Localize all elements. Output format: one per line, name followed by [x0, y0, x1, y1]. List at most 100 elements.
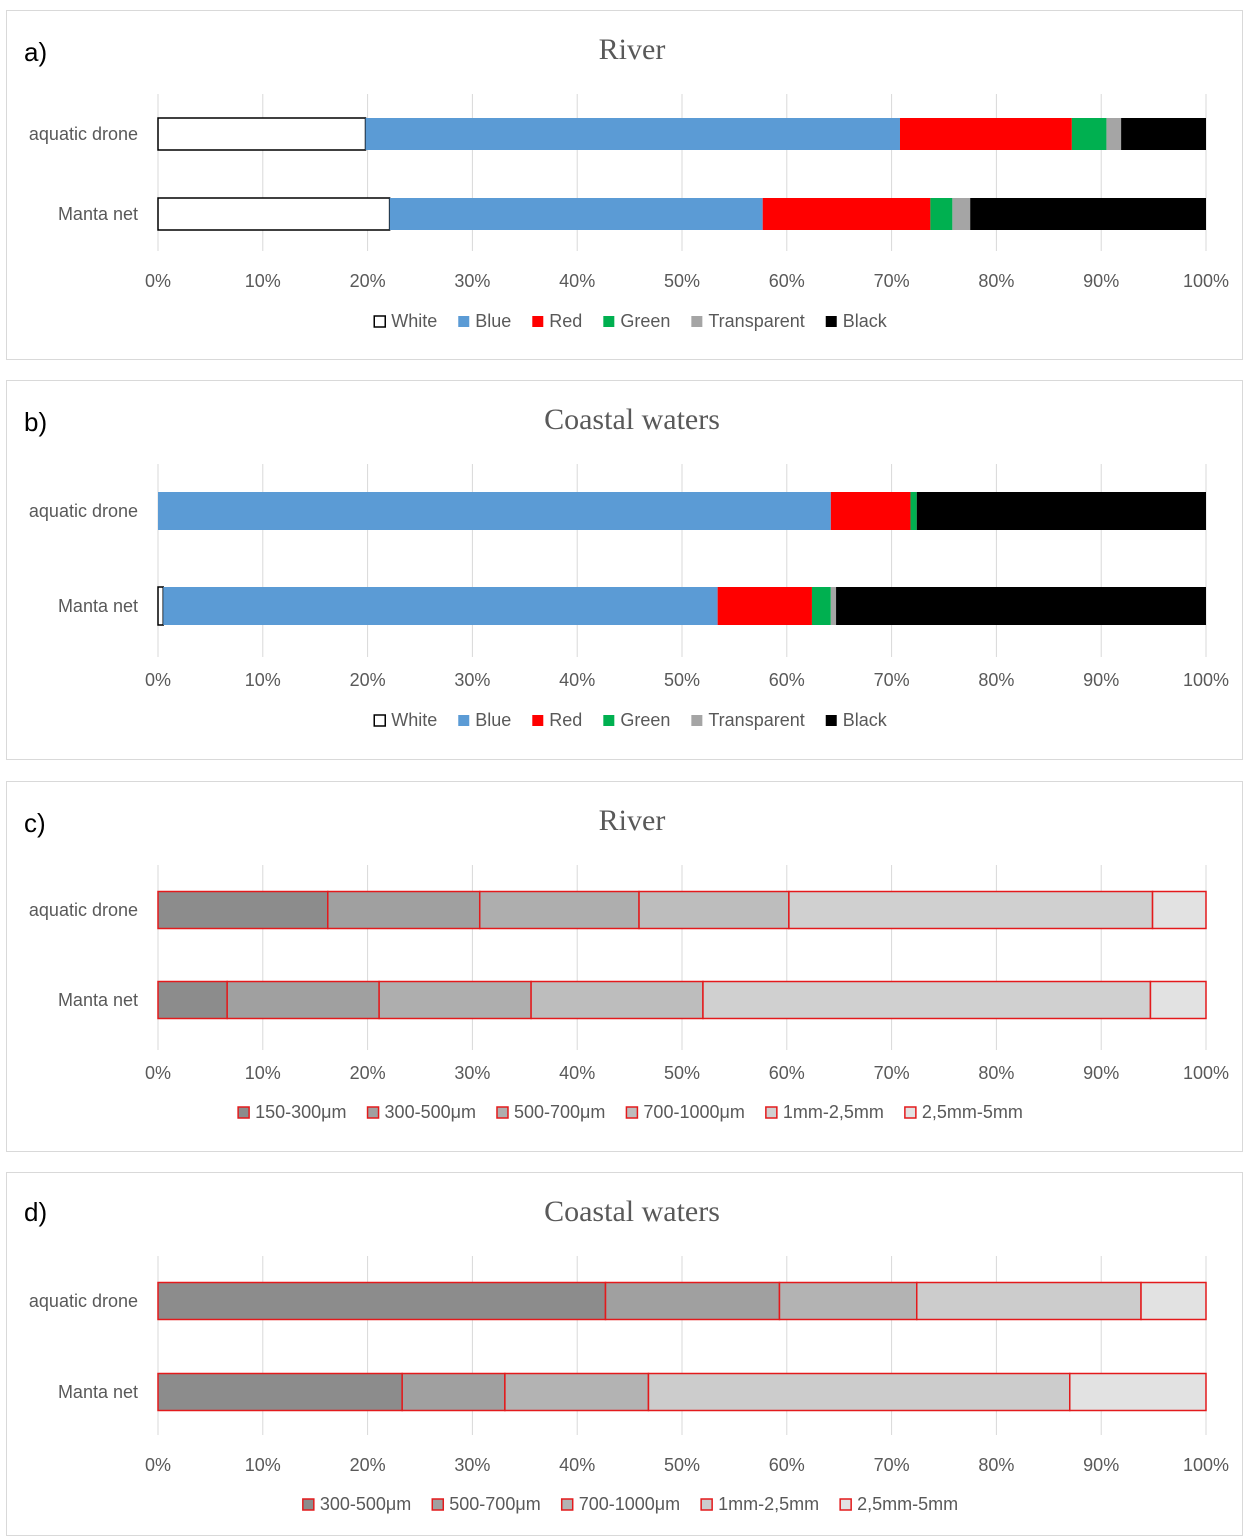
x-tick-label: 100% — [1183, 670, 1229, 690]
legend-item: White — [373, 710, 437, 730]
bar-segment — [226, 980, 380, 1020]
x-tick-label: 0% — [145, 271, 171, 291]
legend-item: White — [373, 311, 437, 331]
legend-swatch — [625, 1106, 639, 1119]
bar-segment — [504, 1372, 650, 1412]
legend-label: Transparent — [708, 311, 804, 331]
legend: 300-500μm 500-700μm 700-1000μm 1mm-2,5mm 2,5… — [302, 1494, 958, 1514]
category-label: Manta net — [58, 596, 138, 616]
bar-segment — [899, 118, 1072, 150]
legend-label: 300-500μm — [385, 1102, 476, 1122]
legend-label: Blue — [475, 311, 511, 331]
legend-item: 700-1000μm — [560, 1494, 680, 1514]
legend-swatch — [373, 315, 386, 328]
legend-swatch — [237, 1106, 250, 1119]
x-tick-label: 20% — [350, 271, 386, 291]
category-label: Manta net — [58, 204, 138, 224]
x-tick-label: 50% — [664, 1063, 700, 1083]
legend-label: 1mm-2,5mm — [783, 1102, 884, 1122]
chart-panel-d: d) Coastal waters aquatic drone Manta net 0%… — [6, 1172, 1243, 1536]
legend-item: 1mm-2,5mm — [700, 1494, 819, 1514]
bar-segment — [157, 117, 367, 151]
legend-item: Green — [603, 710, 670, 730]
legend-item: 1mm-2,5mm — [765, 1102, 884, 1122]
bar-segment — [157, 1281, 607, 1321]
legend-item: 300-500μm — [302, 1494, 411, 1514]
legend-item: Blue — [458, 311, 511, 331]
x-tick-label: 90% — [1083, 1063, 1119, 1083]
legend-swatch — [825, 715, 837, 726]
legend-label: 150-300μm — [255, 1102, 346, 1122]
legend-item: 500-700μm — [431, 1494, 541, 1514]
legend-item: 300-500μm — [366, 1102, 476, 1122]
bar-segment — [1121, 118, 1206, 150]
chart-title: Coastal waters — [544, 403, 720, 436]
legend-item: 700-1000μm — [625, 1102, 745, 1122]
panel-label: d) — [24, 1197, 47, 1227]
legend-swatch — [458, 316, 470, 327]
x-tick-label: 40% — [559, 1063, 595, 1083]
x-tick-label: 40% — [559, 1455, 595, 1475]
bar-segment — [157, 197, 391, 231]
x-tick-label: 70% — [874, 271, 910, 291]
bar-segment — [1151, 890, 1207, 930]
legend-swatch — [532, 316, 544, 327]
chart-panel-a: a) River aquatic drone Manta net 0% 10% 20% 30%… — [6, 10, 1243, 360]
bar-segment — [157, 1372, 403, 1412]
legend-swatch — [691, 715, 703, 726]
chart-title: River — [599, 33, 666, 66]
legend-label: Transparent — [708, 710, 804, 730]
legend-swatch — [560, 1498, 574, 1511]
x-tick-label: 70% — [874, 1063, 910, 1083]
chart-panel-b: b) Coastal waters aquatic drone Manta net 0%… — [6, 380, 1243, 760]
category-label: aquatic drone — [29, 124, 138, 144]
bar-segment — [830, 492, 911, 530]
x-tick-label: 60% — [769, 271, 805, 291]
legend-swatch — [496, 1106, 509, 1119]
legend: 150-300μm 300-500μm 500-700μm 700-1000μm 1mm… — [237, 1102, 1023, 1122]
x-tick-label: 70% — [874, 1455, 910, 1475]
x-tick-label: 80% — [978, 1455, 1014, 1475]
legend-label: 300-500μm — [320, 1494, 411, 1514]
bar-segment — [788, 890, 1154, 930]
bar-segment — [604, 1281, 781, 1321]
x-tick-label: 60% — [769, 1455, 805, 1475]
legend-item: Black — [825, 311, 888, 331]
bar-segment — [910, 492, 917, 530]
bar-segment — [478, 890, 640, 930]
bar-segment — [401, 1372, 506, 1412]
legend-swatch — [904, 1106, 917, 1119]
x-tick-label: 50% — [664, 1455, 700, 1475]
legend-label: White — [391, 311, 437, 331]
legend-label: 700-1000μm — [579, 1494, 680, 1514]
x-tick-label: 90% — [1083, 1455, 1119, 1475]
legend: White Blue Red Green Transparent Black — [373, 311, 888, 331]
legend-swatch — [691, 316, 703, 327]
legend-label: Green — [620, 311, 670, 331]
bar-segment — [163, 587, 718, 625]
panel-label: b) — [24, 407, 47, 437]
x-tick-label: 80% — [978, 271, 1014, 291]
x-tick-label: 30% — [454, 670, 490, 690]
chart-panel-c: c) River aquatic drone Manta net 0% 10% 20% 30%… — [6, 781, 1243, 1152]
legend-label: Green — [620, 710, 670, 730]
x-tick-label: 30% — [454, 1063, 490, 1083]
legend-label: Blue — [475, 710, 511, 730]
legend-item: Black — [825, 710, 888, 730]
panel-label: a) — [24, 37, 47, 67]
bar-segment — [778, 1281, 918, 1321]
bar-segment — [365, 118, 900, 150]
legend-label: Red — [549, 710, 582, 730]
x-tick-label: 90% — [1083, 670, 1119, 690]
legend-label: 500-700μm — [514, 1102, 605, 1122]
bar-segment — [327, 890, 481, 930]
legend-swatch — [458, 715, 470, 726]
category-label: aquatic drone — [29, 900, 138, 920]
x-tick-label: 60% — [769, 670, 805, 690]
bar-segment — [1140, 1281, 1207, 1321]
x-tick-label: 50% — [664, 670, 700, 690]
x-tick-label: 80% — [978, 670, 1014, 690]
x-tick-label: 60% — [769, 1063, 805, 1083]
chart-svg: b) Coastal waters aquatic drone Manta net 0%… — [24, 403, 1229, 730]
bar-segment — [916, 1281, 1142, 1321]
